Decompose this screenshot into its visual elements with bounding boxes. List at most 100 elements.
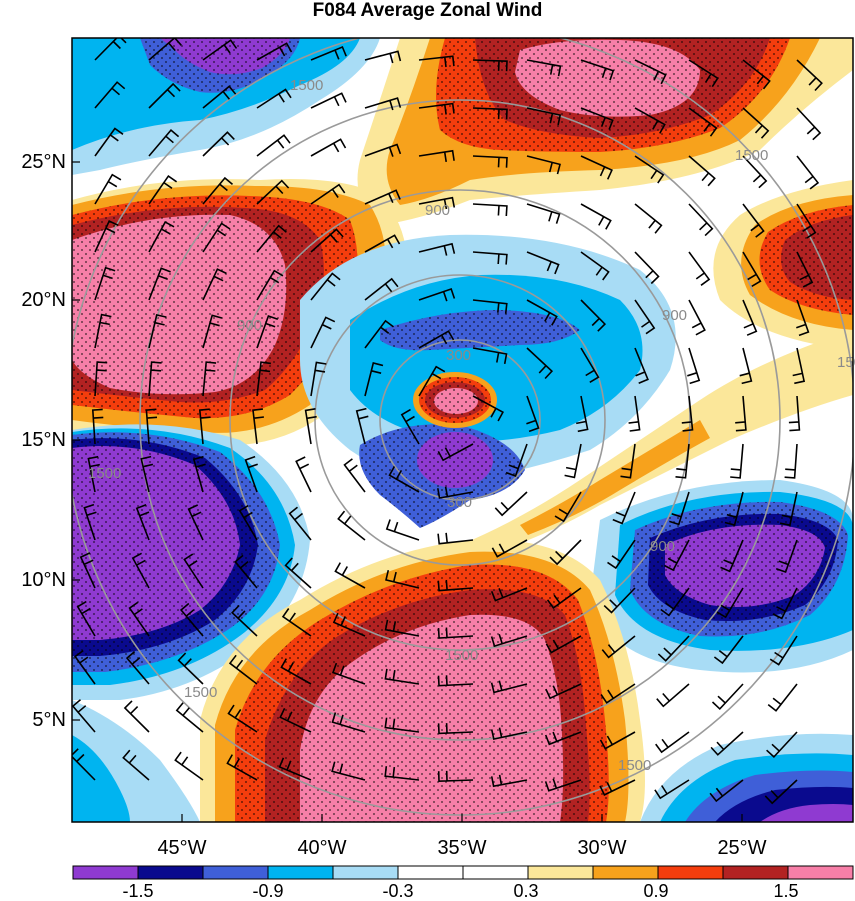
wind-barb [796, 251, 814, 288]
wind-barb [545, 683, 582, 700]
wind-barb [418, 149, 455, 163]
wind-barb [599, 779, 636, 796]
wind-barb [94, 361, 108, 397]
wind-barb [280, 658, 312, 685]
wind-barb [310, 92, 347, 109]
wind-barb [343, 458, 366, 493]
wind-barb [418, 330, 455, 349]
wind-barb [580, 203, 612, 230]
colorbar-box [137, 865, 204, 880]
lat-label-25n: 25°N [21, 151, 66, 173]
range-ring-label: 900 [425, 202, 450, 219]
wind-barb [742, 203, 765, 238]
wind-barb [554, 491, 582, 523]
wind-barb [364, 143, 402, 157]
wind-barb [472, 203, 508, 217]
wind-barb [148, 38, 182, 61]
wind-barb [472, 155, 508, 168]
wind-barb [337, 510, 366, 541]
colorbar-box [722, 865, 789, 880]
wind-barb [72, 699, 96, 733]
wind-barb [526, 299, 558, 326]
wind-barb [494, 491, 528, 517]
wind-barb [526, 59, 562, 77]
wind-barb [388, 466, 420, 493]
wind-barb [490, 633, 528, 648]
wind-barb [177, 652, 204, 685]
wind-barb [234, 554, 258, 589]
negative-blob-bottom-left-inner [72, 735, 130, 822]
wind-barb [796, 299, 810, 337]
colorbar-label-minus-0-3: -0.3 [382, 881, 414, 901]
wind-barb [202, 39, 238, 61]
wind-barb [767, 683, 798, 712]
wind-barb [418, 242, 456, 256]
colorbar-label-minus-0-9: -0.9 [252, 881, 284, 901]
wind-barb [730, 443, 744, 479]
wind-barb [202, 314, 223, 349]
range-ring-label: 900 [650, 538, 675, 555]
wind-barb [288, 506, 312, 541]
wind-barb [148, 267, 171, 301]
wind-barb [491, 539, 528, 558]
wind-barb [418, 55, 455, 68]
wind-barb [545, 635, 582, 654]
wind-barb [792, 347, 806, 385]
wind-barb [310, 45, 347, 61]
lat-label-5n: 5°N [32, 709, 66, 731]
colorbar-box [592, 865, 659, 880]
wind-barb [764, 779, 798, 805]
positive-band-inner [520, 420, 710, 535]
colorbar-label-1-5: 1.5 [773, 881, 799, 901]
wind-barb [472, 59, 508, 72]
wind-barb [437, 675, 474, 687]
wind-barb [634, 107, 666, 134]
wind-barb [79, 552, 96, 589]
colorbar-box [267, 865, 334, 880]
wind-barb [131, 552, 150, 589]
negative-blob-left [72, 424, 310, 700]
wind-barb [400, 408, 420, 445]
wind-barb [735, 395, 747, 432]
wind-barb [364, 50, 402, 64]
wind-barb [148, 128, 180, 157]
wind-barb [720, 539, 744, 573]
wind-barb [634, 299, 656, 335]
wind-barb [796, 107, 822, 141]
wind-barb [654, 779, 690, 800]
wind-barb [192, 455, 206, 493]
wind-barb [202, 131, 235, 157]
colorbar-box [202, 865, 269, 880]
colorbar [72, 865, 854, 880]
wind-barb [634, 59, 667, 85]
wind-barb [385, 519, 420, 541]
wind-barb [688, 251, 711, 286]
wind-barb [688, 59, 719, 88]
range-ring-label: 300 [446, 347, 471, 364]
wind-barb [256, 269, 284, 301]
wind-barb [742, 59, 771, 90]
wind-barb [418, 102, 455, 115]
wind-barb [709, 779, 744, 803]
wind-barb [544, 778, 582, 792]
wind-barb [310, 272, 341, 301]
range-ring-label: 1500 [445, 647, 478, 664]
wind-barb [796, 203, 817, 239]
wind-barb [94, 81, 126, 109]
wind-barb [669, 491, 690, 526]
wind-barb [796, 59, 823, 92]
wind-barb [202, 222, 231, 253]
positive-band-diagonal [460, 330, 853, 560]
wind-barb [252, 408, 264, 445]
wind-barb [739, 347, 753, 385]
wind-barb [675, 443, 690, 479]
wind-barbs [72, 38, 823, 805]
wind-barb [94, 266, 116, 301]
wind-barb [364, 362, 384, 397]
wind-barb [256, 42, 293, 61]
wind-barb [87, 455, 100, 493]
wind-barb [544, 731, 582, 746]
wind-barb [742, 251, 762, 287]
colorbar-box [72, 865, 139, 880]
wind-barb [796, 155, 820, 190]
